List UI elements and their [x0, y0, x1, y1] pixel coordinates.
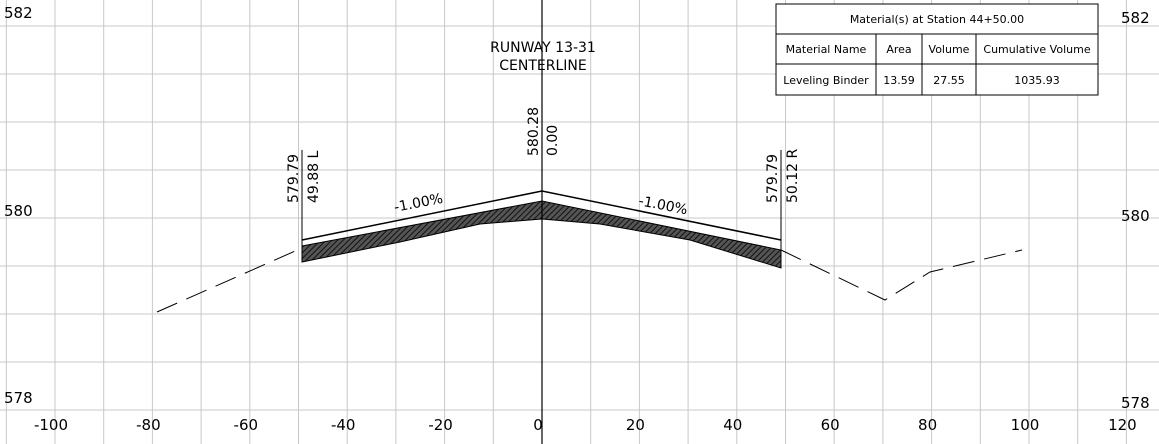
elevation-label: 579.79	[286, 154, 302, 203]
x-axis-label: 40	[723, 416, 742, 434]
x-axis-label: -60	[234, 416, 259, 434]
offset-label: 49.88 L	[306, 150, 322, 203]
x-axis-label: 100	[1011, 416, 1040, 434]
x-axis-label: 20	[626, 416, 645, 434]
x-axis-label: -20	[428, 416, 453, 434]
y-axis-label: 578	[4, 389, 33, 407]
x-axis-label: -80	[136, 416, 161, 434]
y-axis-label: 578	[1121, 394, 1150, 412]
table-header: Area	[886, 43, 911, 56]
elevation-label: 580.28	[526, 107, 542, 156]
existing-ground	[156, 247, 303, 313]
centerline-label: CENTERLINE	[499, 58, 586, 74]
table-header: Cumulative Volume	[983, 43, 1090, 56]
y-axis-label: 580	[1121, 207, 1150, 225]
table-header: Material Name	[786, 43, 867, 56]
y-axis-label: 582	[4, 4, 33, 22]
x-axis-label: 0	[533, 416, 543, 434]
y-axis-label: 582	[1121, 9, 1150, 27]
table-header: Volume	[929, 43, 970, 56]
x-axis-label: 60	[821, 416, 840, 434]
table-border	[775, 3, 1099, 96]
elevation-label: 579.79	[765, 154, 781, 203]
existing-ground	[780, 249, 1023, 301]
table-cell: 27.55	[933, 74, 965, 87]
offset-label: 0.00	[545, 125, 561, 156]
x-axis-label: 80	[918, 416, 937, 434]
material-table	[775, 3, 1099, 96]
x-axis-label: 120	[1108, 416, 1137, 434]
x-axis-label: -100	[34, 416, 68, 434]
y-axis-label: 580	[4, 202, 33, 220]
table-title: Material(s) at Station 44+50.00	[850, 13, 1024, 26]
offset-label: 50.12 R	[785, 148, 801, 203]
table-cell: Leveling Binder	[783, 74, 869, 87]
x-axis-label: -40	[331, 416, 356, 434]
slope-label: -1.00%	[637, 193, 689, 218]
centerline-label: RUNWAY 13-31	[490, 40, 596, 56]
table-cell: 1035.93	[1014, 74, 1060, 87]
table-cell: 13.59	[883, 74, 915, 87]
